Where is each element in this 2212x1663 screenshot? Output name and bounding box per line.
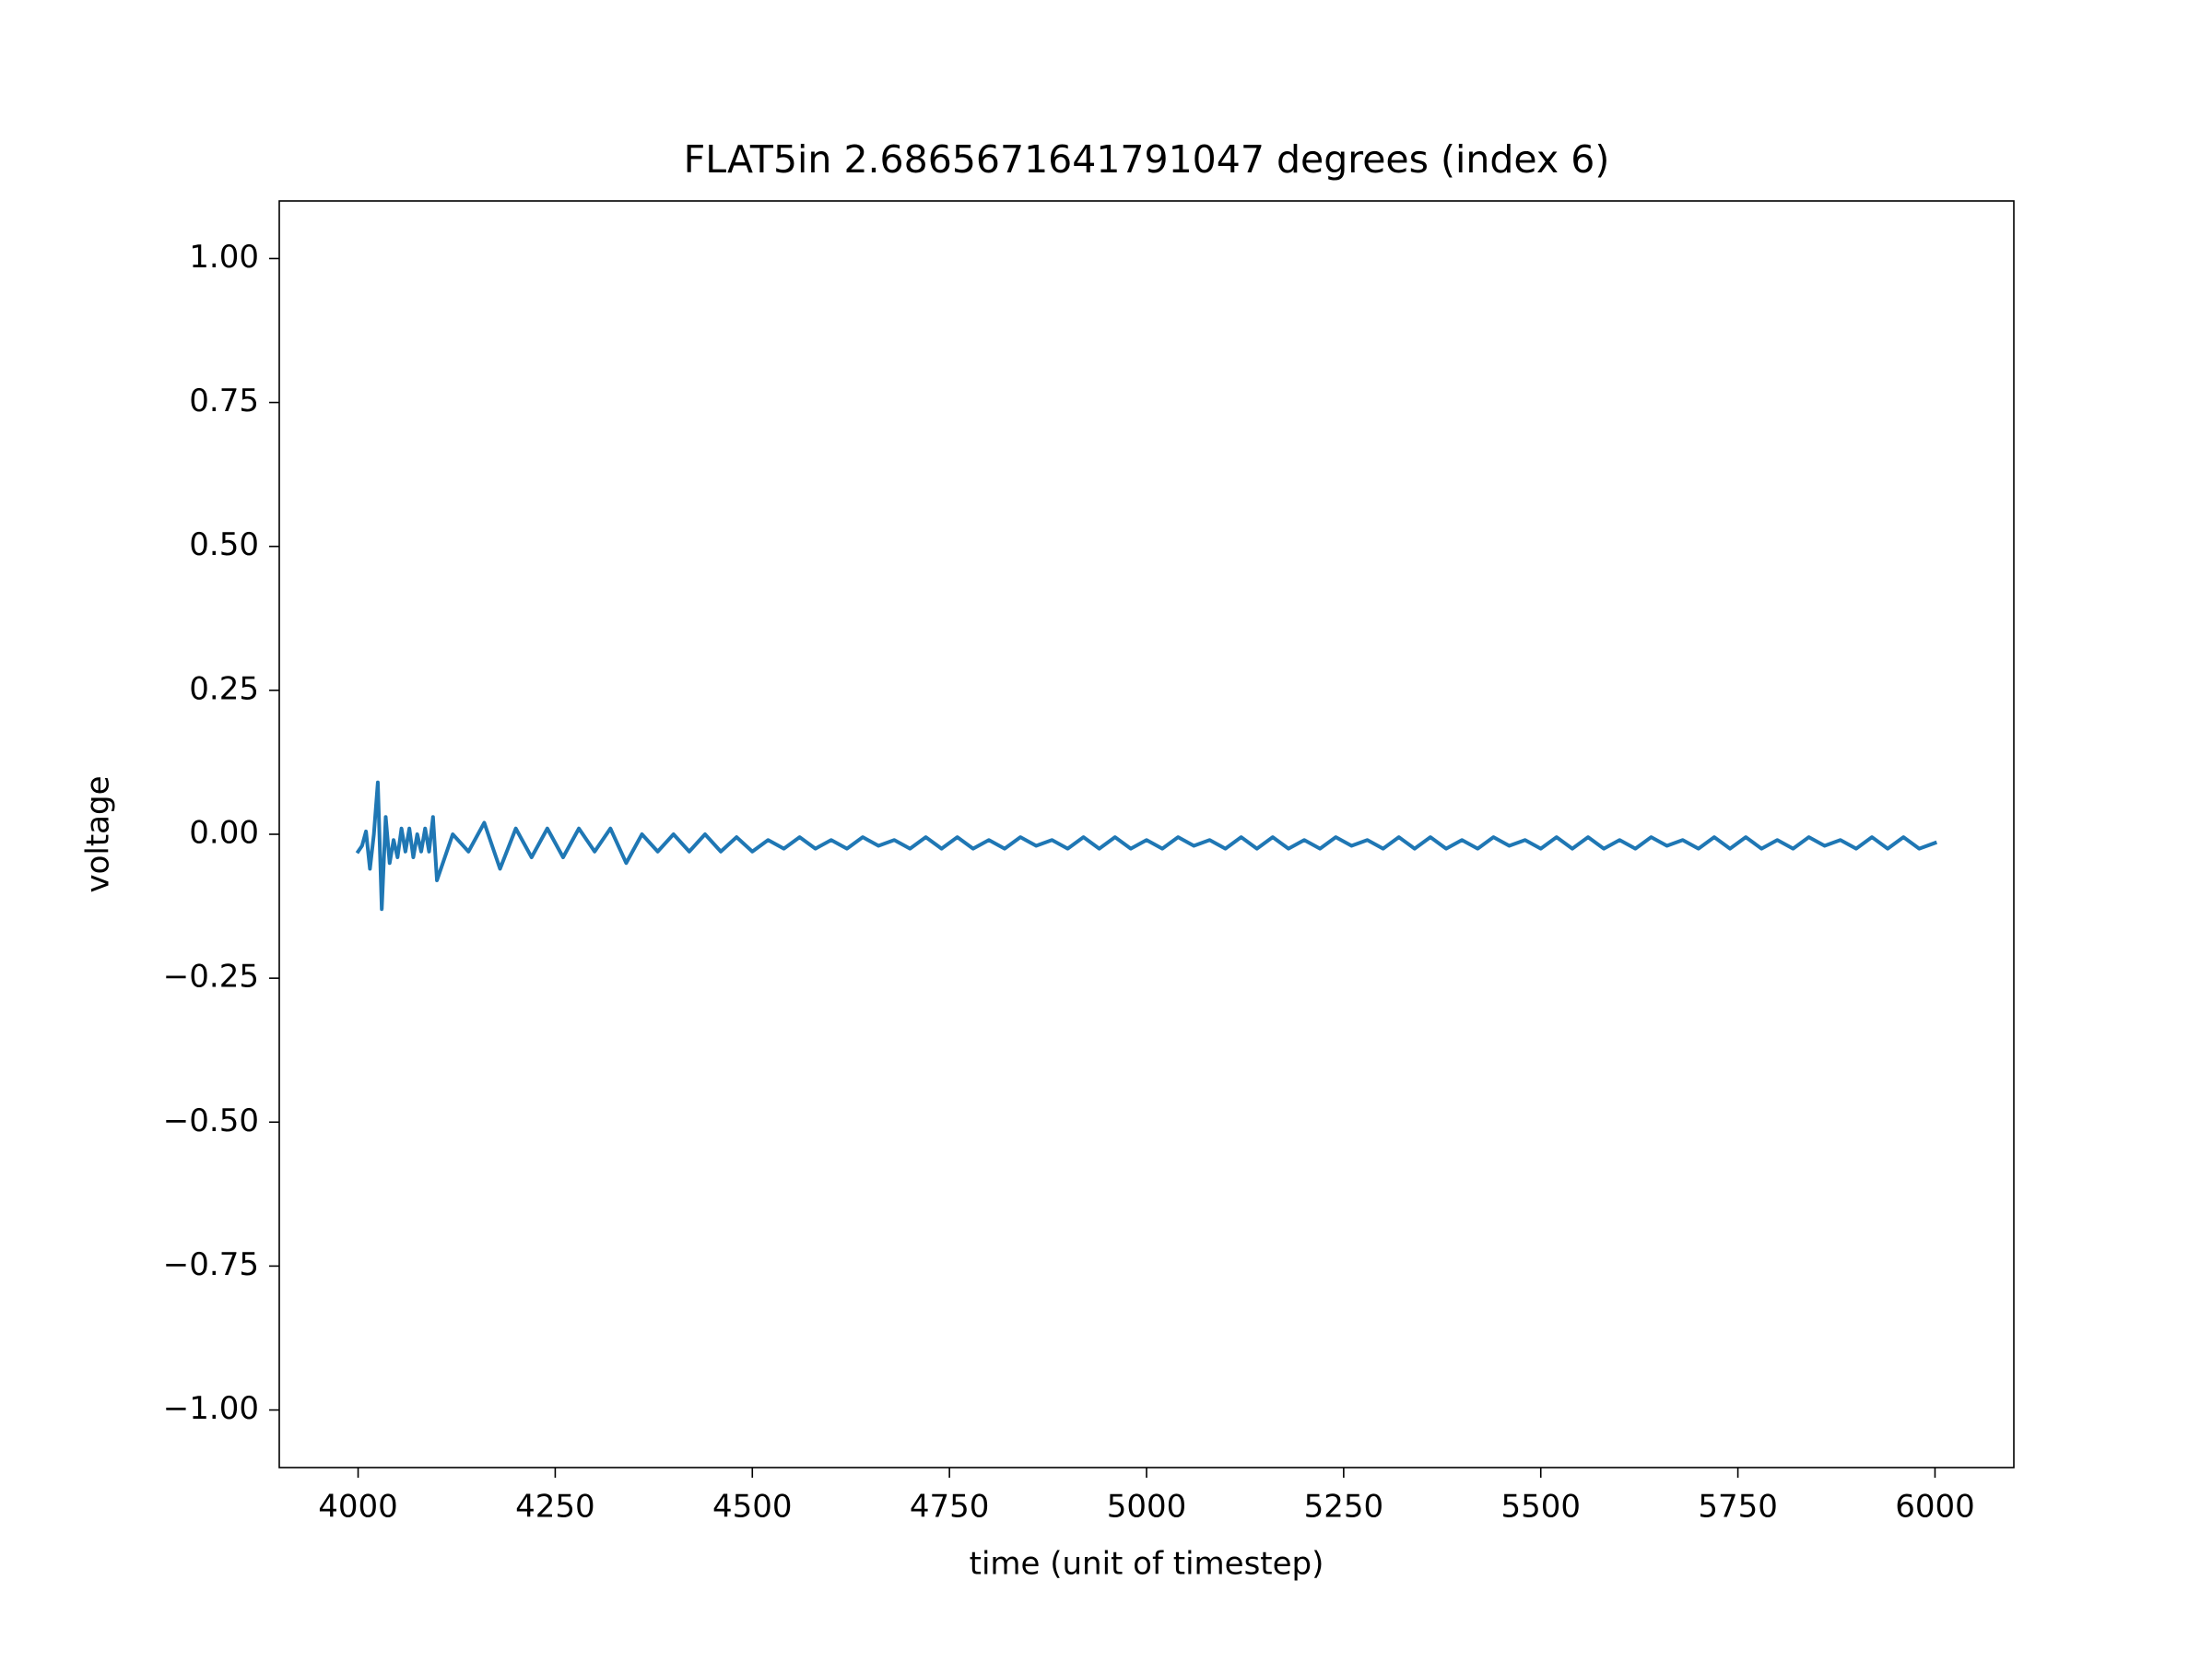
x-axis-label: time (unit of timestep) — [970, 1546, 1324, 1583]
x-tick-label: 5000 — [1107, 1489, 1187, 1526]
y-tick-label: 1.00 — [189, 239, 259, 276]
y-tick-label: −1.00 — [163, 1390, 259, 1427]
x-tick-label: 4250 — [515, 1489, 595, 1526]
y-tick-label: 0.50 — [189, 526, 259, 563]
x-tick-label: 4000 — [318, 1489, 398, 1526]
y-tick-label: 0.75 — [189, 383, 259, 419]
y-tick-label: −0.50 — [163, 1103, 259, 1139]
y-tick-label: −0.25 — [163, 959, 259, 996]
x-tick-label: 5750 — [1698, 1489, 1778, 1526]
x-tick-label: 5500 — [1500, 1489, 1581, 1526]
plot-frame — [278, 200, 2015, 1468]
x-tick-label: 6000 — [1895, 1489, 1975, 1526]
y-tick-label: 0.00 — [189, 815, 259, 852]
y-axis-label: voltage — [80, 775, 117, 892]
data-line — [355, 780, 1938, 912]
x-tick-label: 4750 — [910, 1489, 990, 1526]
y-tick-label: −0.75 — [163, 1246, 259, 1283]
x-tick-label: 4500 — [712, 1489, 793, 1526]
x-tick-label: 5250 — [1304, 1489, 1384, 1526]
chart-title: FLAT5in 2.6865671641791047 degrees (inde… — [684, 137, 1610, 182]
y-tick-label: 0.25 — [189, 670, 259, 707]
